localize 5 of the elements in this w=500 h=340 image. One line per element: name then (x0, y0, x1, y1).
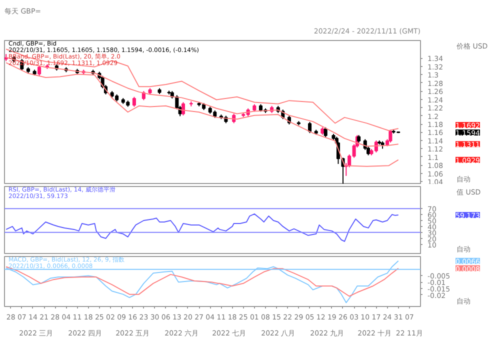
line-series (6, 48, 399, 132)
line-series (6, 213, 399, 242)
candlestick (308, 121, 312, 134)
candlestick (388, 129, 392, 144)
candlestick (132, 96, 136, 108)
